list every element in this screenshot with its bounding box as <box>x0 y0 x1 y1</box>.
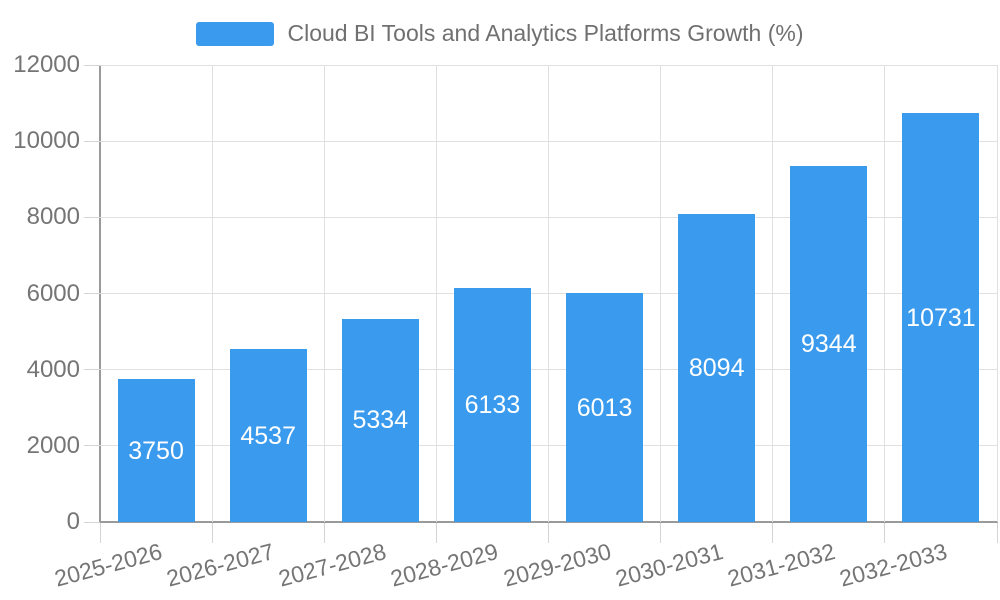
x-grid-line <box>323 65 325 522</box>
y-tick-label: 8000 <box>26 203 80 231</box>
x-axis-tick <box>660 523 662 543</box>
bar-value-label: 10731 <box>906 303 976 332</box>
x-grid-line <box>996 65 998 522</box>
bar[interactable]: 10731 <box>902 113 980 522</box>
bar-value-label: 6133 <box>464 391 521 420</box>
x-grid-line <box>660 65 662 522</box>
y-axis-line <box>99 65 101 523</box>
bar-value-label: 9344 <box>801 330 857 359</box>
bar[interactable]: 4537 <box>229 349 307 522</box>
bar-value-label: 8094 <box>688 353 745 382</box>
x-grid-line <box>211 65 213 522</box>
bar[interactable]: 5334 <box>341 318 419 522</box>
x-axis-tick <box>435 523 437 543</box>
legend[interactable]: Cloud BI Tools and Analytics Platforms G… <box>0 20 1000 47</box>
y-axis-tick <box>84 445 100 447</box>
y-axis-tick <box>84 140 100 142</box>
bar-value-label: 5334 <box>352 406 409 435</box>
x-axis-tick <box>548 523 549 543</box>
x-axis-tick <box>211 523 213 543</box>
x-grid-line <box>884 65 886 522</box>
y-tick-label: 10000 <box>13 127 80 155</box>
bar-value-label: 4537 <box>240 421 296 450</box>
x-axis-tick <box>323 523 325 543</box>
bar[interactable]: 6013 <box>566 293 644 522</box>
x-axis-tick <box>884 523 886 543</box>
x-axis-tick <box>772 523 774 543</box>
x-axis-line <box>99 521 998 523</box>
bar[interactable]: 6133 <box>453 288 531 522</box>
y-axis-tick <box>84 369 100 371</box>
x-axis-tick <box>996 523 998 543</box>
y-tick-label: 4000 <box>26 355 80 383</box>
y-tick-label: 12000 <box>13 51 80 78</box>
x-grid-line <box>772 65 774 522</box>
bar[interactable]: 9344 <box>790 166 868 522</box>
bar-value-label: 6013 <box>576 393 633 422</box>
x-grid-line <box>548 65 549 522</box>
x-axis-tick <box>99 523 101 543</box>
bar[interactable]: 3750 <box>117 379 195 522</box>
plot-area: 3750 4537 5334 6133 6013 8094 9344 10731 <box>99 64 998 523</box>
x-grid-line <box>435 65 437 522</box>
y-tick-label: 6000 <box>26 279 80 307</box>
y-tick-label: 0 <box>66 508 80 535</box>
y-tick-label: 2000 <box>26 431 80 459</box>
y-axis-tick <box>84 521 100 523</box>
y-axis-tick <box>84 64 100 66</box>
legend-swatch[interactable] <box>196 21 275 46</box>
bar-value-label: 3750 <box>128 436 184 465</box>
legend-label: Cloud BI Tools and Analytics Platforms G… <box>287 20 804 46</box>
y-axis-tick <box>84 216 100 218</box>
bar[interactable]: 8094 <box>678 213 756 522</box>
y-axis-tick <box>84 293 100 294</box>
